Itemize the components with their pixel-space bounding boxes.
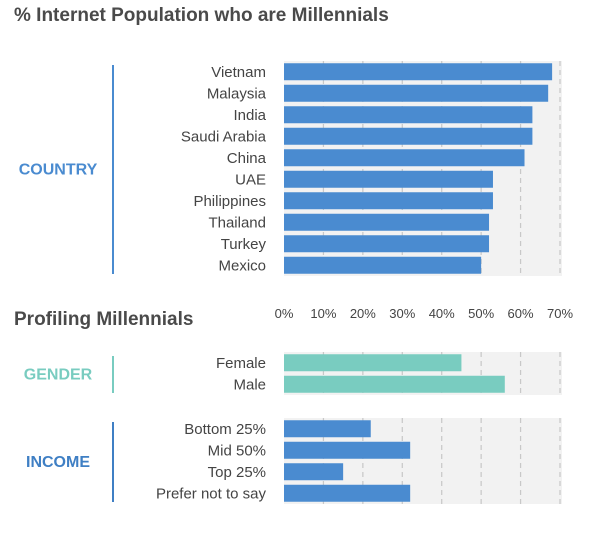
bar-income-0 (284, 420, 371, 438)
subtitle: Profiling Millennials (14, 309, 193, 330)
bar-gender-1 (284, 375, 505, 393)
category-label-income-1: Mid 50% (208, 442, 266, 459)
group-label-income: INCOME (26, 454, 90, 471)
category-label-gender-1: Male (233, 376, 266, 393)
category-label-country-9: Mexico (218, 257, 266, 274)
category-label-country-0: Vietnam (211, 64, 266, 81)
bar-gender-0 (284, 354, 462, 372)
x-tick-label-7: 70% (547, 306, 573, 321)
bar-country-0 (284, 63, 553, 81)
x-tick-label-0: 0% (275, 306, 294, 321)
category-label-gender-0: Female (216, 355, 266, 372)
x-tick-label-3: 30% (389, 306, 415, 321)
x-tick-label-1: 10% (310, 306, 336, 321)
category-label-country-3: Saudi Arabia (181, 128, 267, 145)
bar-income-2 (284, 463, 344, 481)
category-label-country-6: Philippines (193, 193, 266, 210)
bar-country-5 (284, 170, 493, 188)
group-label-gender: GENDER (24, 367, 93, 384)
x-tick-label-5: 50% (468, 306, 494, 321)
category-label-country-7: Thailand (208, 214, 266, 231)
bar-country-6 (284, 192, 493, 210)
bar-income-1 (284, 441, 411, 459)
group-label-country: COUNTRY (19, 162, 98, 179)
category-label-country-4: China (227, 150, 267, 167)
bar-country-1 (284, 84, 549, 102)
bar-country-9 (284, 256, 482, 274)
x-tick-label-2: 20% (350, 306, 376, 321)
bar-country-2 (284, 106, 533, 124)
category-label-country-1: Malaysia (207, 85, 267, 102)
chart-title: % Internet Population who are Millennial… (14, 5, 389, 26)
bar-country-8 (284, 235, 490, 253)
category-label-income-3: Prefer not to say (156, 485, 267, 502)
bar-country-3 (284, 127, 533, 145)
category-label-country-8: Turkey (221, 236, 267, 253)
category-label-country-2: India (233, 107, 266, 124)
x-tick-label-6: 60% (508, 306, 534, 321)
bar-income-3 (284, 484, 411, 502)
category-label-income-0: Bottom 25% (184, 421, 266, 438)
category-label-country-5: UAE (235, 171, 266, 188)
bar-country-7 (284, 213, 490, 231)
bar-country-4 (284, 149, 525, 167)
x-tick-label-4: 40% (429, 306, 455, 321)
category-label-income-2: Top 25% (208, 464, 266, 481)
